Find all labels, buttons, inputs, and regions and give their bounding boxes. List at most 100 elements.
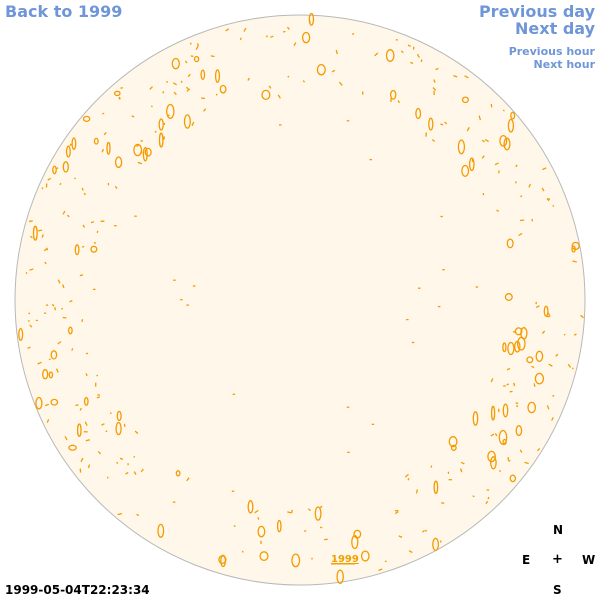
next-day-link[interactable]: Next day	[515, 19, 595, 38]
contour-mark	[42, 369, 49, 380]
contour-mark	[432, 87, 437, 91]
previous-day-link[interactable]: Previous day	[478, 2, 595, 21]
contour-mark	[471, 158, 474, 163]
contour-mark	[490, 405, 496, 421]
contour-mark	[276, 519, 282, 533]
contour-mark	[220, 554, 227, 568]
contour-mark	[481, 155, 485, 159]
contour-mark	[55, 368, 59, 373]
contour-mark	[385, 49, 395, 62]
contour-mark	[32, 225, 38, 241]
contour-mark	[351, 535, 359, 550]
contour-mark	[46, 248, 49, 251]
contour-mark	[29, 324, 33, 328]
sun-disk	[14, 14, 586, 586]
contour-mark	[404, 473, 409, 478]
contour-mark	[290, 509, 293, 514]
contour-mark	[542, 167, 547, 171]
contour-mark	[254, 509, 259, 514]
contour-mark	[247, 500, 254, 514]
contour-mark	[400, 50, 404, 54]
contour-mark	[261, 89, 271, 101]
year-link[interactable]: 1999	[331, 554, 359, 565]
contour-mark	[374, 52, 379, 57]
contour-mark	[158, 118, 164, 131]
contour-mark	[573, 333, 577, 336]
contour-mark	[407, 44, 411, 47]
contour-mark	[472, 411, 479, 426]
contour-mark	[301, 31, 311, 44]
contour-mark	[233, 524, 236, 528]
contour-mark	[499, 134, 508, 147]
contour-mark	[18, 327, 24, 341]
contour-mark	[186, 88, 191, 92]
contour-mark	[503, 137, 511, 151]
contour-mark	[444, 121, 448, 125]
contour-mark	[41, 234, 44, 238]
contour-mark	[62, 210, 66, 215]
contour-mark	[215, 93, 218, 96]
contour-mark	[461, 164, 470, 177]
contour-mark	[180, 80, 183, 84]
contour-mark	[439, 540, 442, 543]
contour-mark	[57, 279, 61, 284]
contour-mark	[116, 410, 122, 422]
contour-mark	[162, 90, 165, 94]
contour-mark	[466, 126, 470, 132]
contour-mark	[200, 69, 206, 80]
contour-mark	[506, 383, 510, 386]
contour-mark	[247, 77, 250, 81]
contour-mark	[308, 12, 315, 26]
contour-mark	[171, 57, 180, 70]
contour-mark	[389, 89, 397, 100]
contour-mark	[64, 436, 68, 441]
contour-mark	[461, 96, 469, 104]
contour-mark	[509, 390, 513, 393]
contour-mark	[541, 330, 546, 334]
contour-mark	[487, 496, 490, 500]
contour-mark	[397, 100, 401, 104]
contour-mark	[552, 204, 555, 207]
contour-mark	[158, 132, 164, 148]
contour-mark	[494, 162, 499, 166]
contour-mark	[79, 407, 82, 411]
contour-mark	[490, 456, 497, 470]
contour-mark	[504, 293, 513, 301]
contour-mark	[431, 139, 436, 142]
contour-mark	[545, 315, 550, 318]
contour-mark	[35, 319, 38, 322]
contour-mark	[490, 378, 494, 383]
previous-hour-link[interactable]: Previous hour	[508, 45, 595, 58]
contour-mark	[433, 480, 439, 494]
contour-mark	[83, 192, 87, 196]
contour-mark	[210, 55, 215, 58]
contour-mark	[316, 63, 326, 76]
contour-mark	[398, 535, 403, 538]
contour-mark	[116, 461, 119, 464]
contour-mark	[28, 312, 31, 315]
contour-mark	[43, 247, 49, 252]
contour-mark	[195, 45, 199, 50]
contour-mark	[117, 512, 123, 516]
back-to-year-link[interactable]: Back to 1999	[5, 2, 123, 21]
contour-mark	[47, 177, 52, 181]
contour-mark	[125, 471, 129, 475]
contour-mark	[142, 147, 148, 162]
contour-mark	[464, 75, 469, 79]
contour-mark	[131, 115, 135, 118]
contour-mark	[302, 80, 306, 83]
contour-mark	[113, 90, 121, 97]
contour-mark	[536, 447, 541, 452]
contour-mark	[430, 465, 433, 468]
contour-mark	[85, 439, 91, 442]
next-hour-link[interactable]: Next hour	[533, 58, 596, 71]
contour-mark	[83, 396, 89, 406]
contour-mark	[510, 111, 516, 120]
contour-mark	[133, 143, 143, 157]
contour-mark	[457, 139, 466, 155]
contour-mark	[62, 161, 69, 173]
contour-mark	[202, 108, 207, 112]
contour-mark	[81, 245, 85, 248]
contour-mark	[133, 471, 137, 476]
